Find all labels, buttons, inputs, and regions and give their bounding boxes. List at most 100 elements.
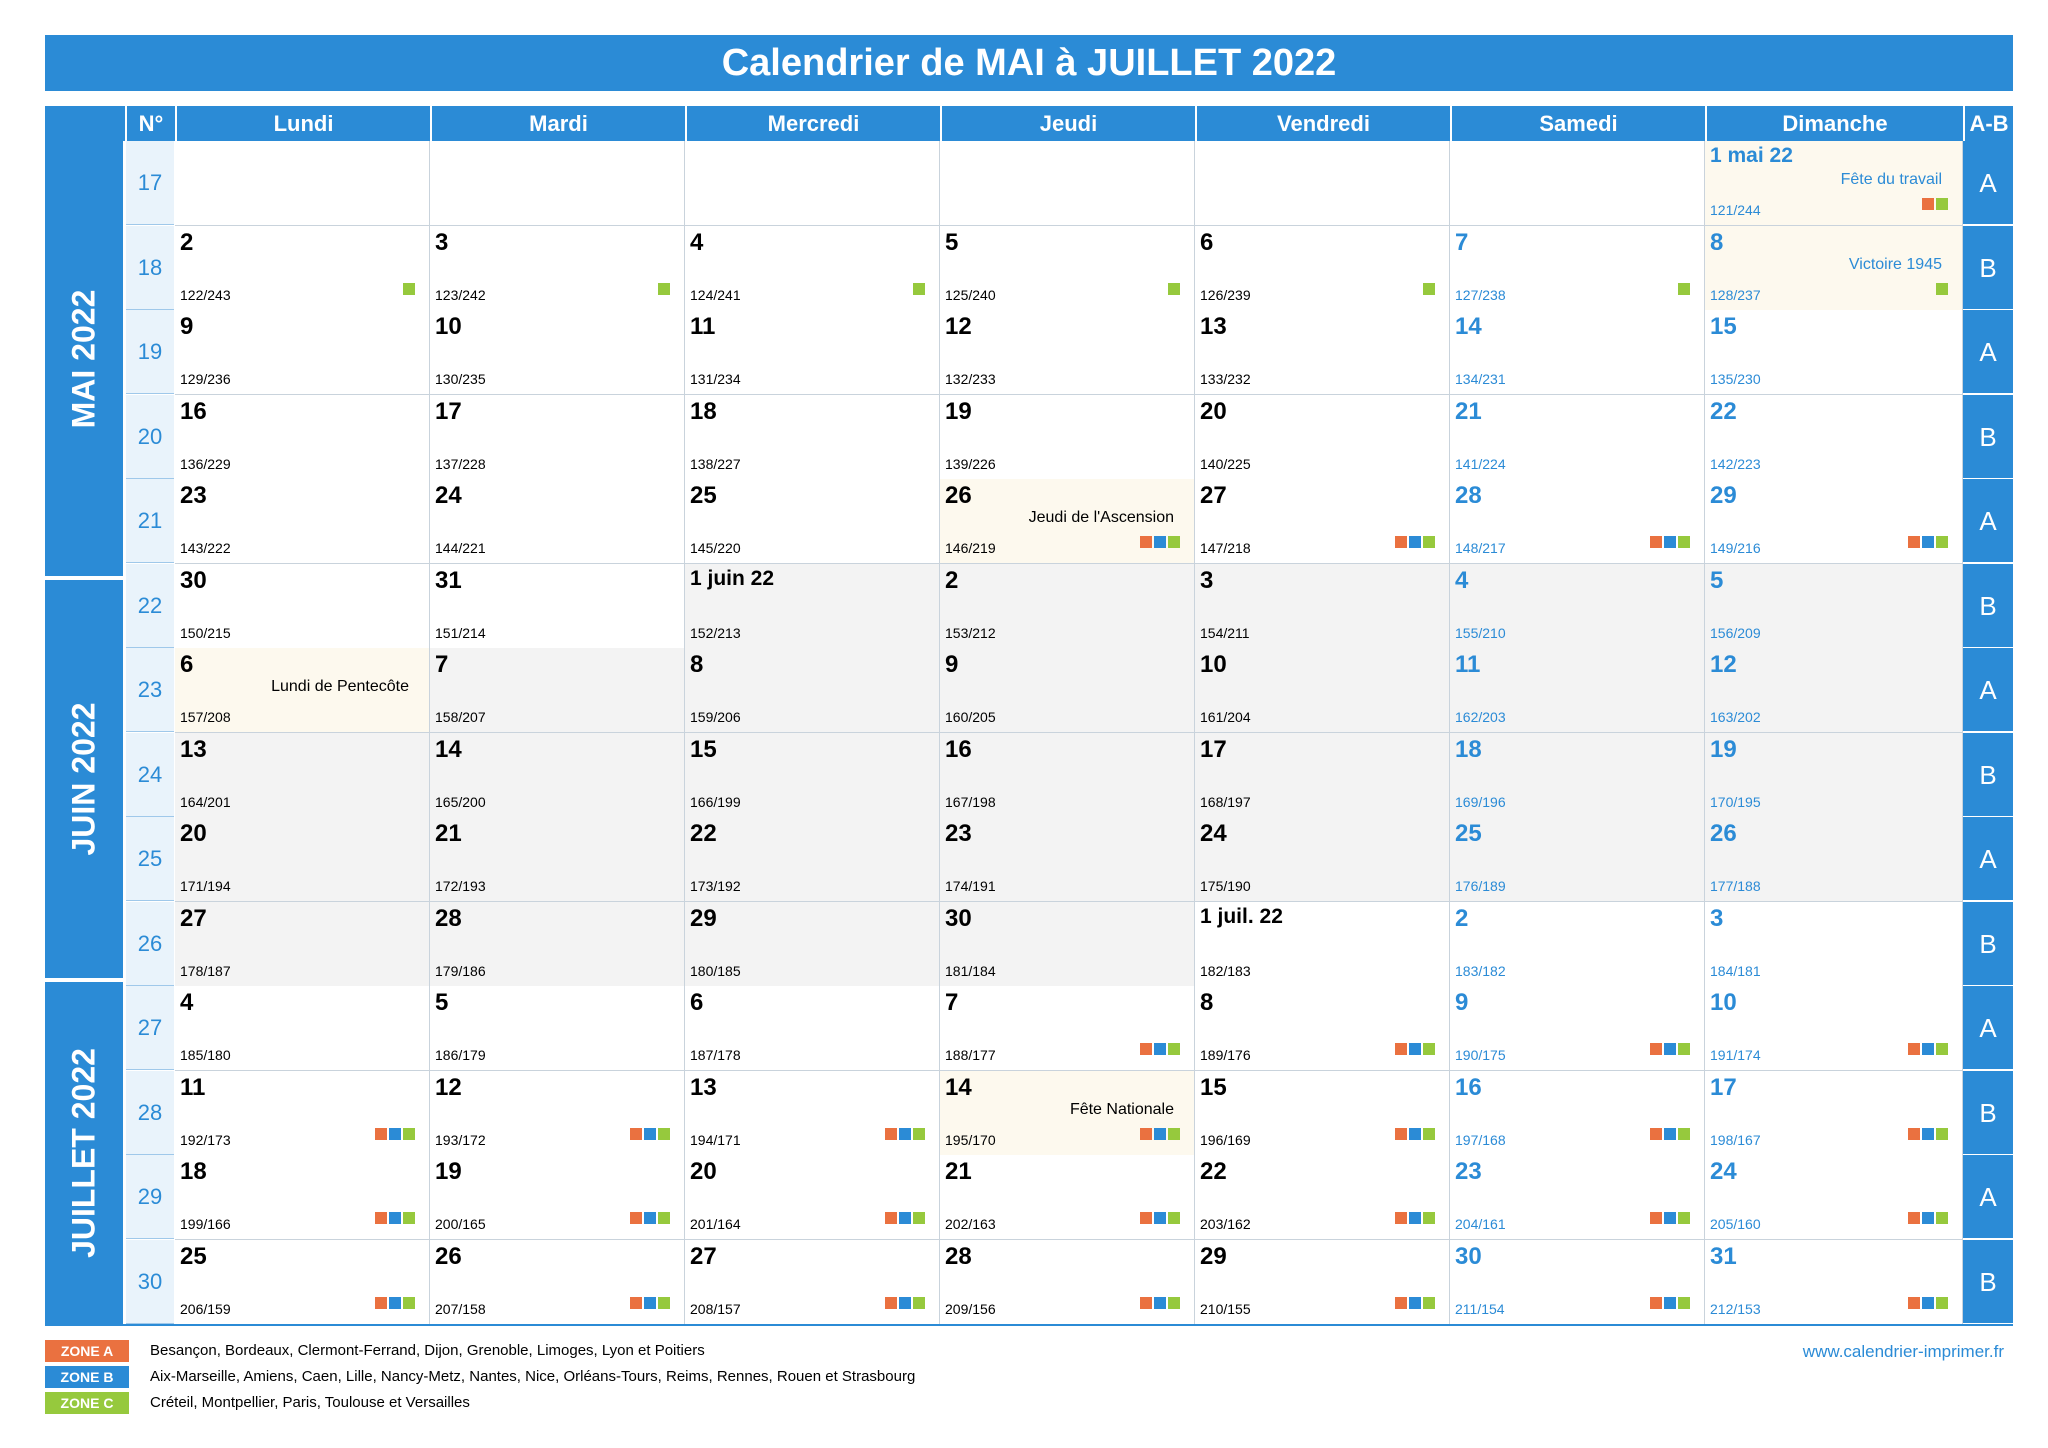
day-cell[interactable]: 13 164/201 xyxy=(175,733,430,818)
month-label-may: MAI 2022 xyxy=(65,289,102,428)
day-cell[interactable]: 26 177/188 xyxy=(1705,817,1963,902)
day-cell[interactable]: 20 171/194 xyxy=(175,817,430,902)
day-cell[interactable]: 7 127/238 xyxy=(1450,226,1705,311)
day-cell[interactable]: 24 205/160 xyxy=(1705,1155,1963,1240)
day-cell[interactable]: 28 179/186 xyxy=(430,902,685,987)
website-link[interactable]: www.calendrier-imprimer.fr xyxy=(1802,1342,2004,1361)
day-cell[interactable]: 11 192/173 xyxy=(175,1071,430,1156)
day-cell[interactable]: 15 196/169 xyxy=(1195,1071,1450,1156)
day-cell[interactable]: 26 Jeudi de l'Ascension 146/219 xyxy=(940,479,1195,564)
day-cell[interactable]: 17 137/228 xyxy=(430,395,685,480)
day-cell[interactable]: 6 187/178 xyxy=(685,986,940,1071)
day-cell[interactable]: 16 136/229 xyxy=(175,395,430,480)
day-cell[interactable]: 1 juil. 22 182/183 xyxy=(1195,902,1450,987)
day-cell[interactable]: 17 168/197 xyxy=(1195,733,1450,818)
empty-day-cell[interactable] xyxy=(685,141,940,226)
day-cell[interactable]: 31 151/214 xyxy=(430,564,685,649)
day-cell[interactable]: 22 203/162 xyxy=(1195,1155,1450,1240)
empty-day-cell[interactable] xyxy=(940,141,1195,226)
day-cell[interactable]: 14 Fête Nationale 195/170 xyxy=(940,1071,1195,1156)
day-cell[interactable]: 19 139/226 xyxy=(940,395,1195,480)
day-cell[interactable]: 22 173/192 xyxy=(685,817,940,902)
day-cell[interactable]: 24 175/190 xyxy=(1195,817,1450,902)
day-cell[interactable]: 18 169/196 xyxy=(1450,733,1705,818)
day-cell[interactable]: 16 197/168 xyxy=(1450,1071,1705,1156)
day-cell[interactable]: 5 186/179 xyxy=(430,986,685,1071)
day-cell[interactable]: 27 208/157 xyxy=(685,1240,940,1325)
day-cell[interactable]: 14 134/231 xyxy=(1450,310,1705,395)
day-cell[interactable]: 28 209/156 xyxy=(940,1240,1195,1325)
day-cell[interactable]: 12 163/202 xyxy=(1705,648,1963,733)
day-cell[interactable]: 22 142/223 xyxy=(1705,395,1963,480)
day-cell[interactable]: 9 129/236 xyxy=(175,310,430,395)
day-cell[interactable]: 6 Lundi de Pentecôte 157/208 xyxy=(175,648,430,733)
day-cell[interactable]: 8 Victoire 1945 128/237 xyxy=(1705,226,1963,311)
empty-day-cell[interactable] xyxy=(175,141,430,226)
day-cell[interactable]: 3 154/211 xyxy=(1195,564,1450,649)
day-cell[interactable]: 21 141/224 xyxy=(1450,395,1705,480)
day-cell[interactable]: 27 178/187 xyxy=(175,902,430,987)
day-cell[interactable]: 21 202/163 xyxy=(940,1155,1195,1240)
day-cell[interactable]: 29 180/185 xyxy=(685,902,940,987)
day-cell[interactable]: 17 198/167 xyxy=(1705,1071,1963,1156)
day-cell[interactable]: 18 138/227 xyxy=(685,395,940,480)
day-cell[interactable]: 29 210/155 xyxy=(1195,1240,1450,1325)
day-cell[interactable]: 18 199/166 xyxy=(175,1155,430,1240)
day-cell[interactable]: 2 153/212 xyxy=(940,564,1195,649)
day-cell[interactable]: 23 143/222 xyxy=(175,479,430,564)
day-cell[interactable]: 30 150/215 xyxy=(175,564,430,649)
day-cell[interactable]: 8 159/206 xyxy=(685,648,940,733)
day-cell[interactable]: 23 174/191 xyxy=(940,817,1195,902)
day-cell[interactable]: 6 126/239 xyxy=(1195,226,1450,311)
day-cell[interactable]: 29 149/216 xyxy=(1705,479,1963,564)
day-cell[interactable]: 24 144/221 xyxy=(430,479,685,564)
day-cell[interactable]: 25 145/220 xyxy=(685,479,940,564)
day-cell[interactable]: 7 188/177 xyxy=(940,986,1195,1071)
day-cell[interactable]: 9 190/175 xyxy=(1450,986,1705,1071)
day-cell[interactable]: 3 123/242 xyxy=(430,226,685,311)
day-cell[interactable]: 31 212/153 xyxy=(1705,1240,1963,1325)
day-cell[interactable]: 20 201/164 xyxy=(685,1155,940,1240)
day-cell[interactable]: 25 176/189 xyxy=(1450,817,1705,902)
day-cell[interactable]: 4 185/180 xyxy=(175,986,430,1071)
day-cell[interactable]: 7 158/207 xyxy=(430,648,685,733)
day-cell[interactable]: 26 207/158 xyxy=(430,1240,685,1325)
day-cell[interactable]: 4 155/210 xyxy=(1450,564,1705,649)
day-cell[interactable]: 25 206/159 xyxy=(175,1240,430,1325)
day-cell[interactable]: 10 130/235 xyxy=(430,310,685,395)
day-cell[interactable]: 10 191/174 xyxy=(1705,986,1963,1071)
day-cell[interactable]: 16 167/198 xyxy=(940,733,1195,818)
day-cell[interactable]: 23 204/161 xyxy=(1450,1155,1705,1240)
day-cell[interactable]: 3 184/181 xyxy=(1705,902,1963,987)
day-cell[interactable]: 19 170/195 xyxy=(1705,733,1963,818)
empty-day-cell[interactable] xyxy=(430,141,685,226)
day-cell[interactable]: 13 133/232 xyxy=(1195,310,1450,395)
day-cell[interactable]: 1 juin 22 152/213 xyxy=(685,564,940,649)
day-cell[interactable]: 9 160/205 xyxy=(940,648,1195,733)
empty-day-cell[interactable] xyxy=(1450,141,1705,226)
day-cell[interactable]: 13 194/171 xyxy=(685,1071,940,1156)
empty-day-cell[interactable] xyxy=(1195,141,1450,226)
day-cell[interactable]: 10 161/204 xyxy=(1195,648,1450,733)
day-cell[interactable]: 28 148/217 xyxy=(1450,479,1705,564)
day-cell[interactable]: 1 mai 22 Fête du travail 121/244 xyxy=(1705,141,1963,226)
day-cell[interactable]: 5 156/209 xyxy=(1705,564,1963,649)
day-cell[interactable]: 4 124/241 xyxy=(685,226,940,311)
day-cell[interactable]: 15 166/199 xyxy=(685,733,940,818)
day-cell[interactable]: 2 183/182 xyxy=(1450,902,1705,987)
day-cell[interactable]: 20 140/225 xyxy=(1195,395,1450,480)
day-cell[interactable]: 27 147/218 xyxy=(1195,479,1450,564)
day-cell[interactable]: 12 193/172 xyxy=(430,1071,685,1156)
day-cell[interactable]: 11 162/203 xyxy=(1450,648,1705,733)
day-cell[interactable]: 30 211/154 xyxy=(1450,1240,1705,1325)
day-cell[interactable]: 2 122/243 xyxy=(175,226,430,311)
day-cell[interactable]: 30 181/184 xyxy=(940,902,1195,987)
day-cell[interactable]: 5 125/240 xyxy=(940,226,1195,311)
day-cell[interactable]: 8 189/176 xyxy=(1195,986,1450,1071)
day-cell[interactable]: 12 132/233 xyxy=(940,310,1195,395)
day-cell[interactable]: 15 135/230 xyxy=(1705,310,1963,395)
day-cell[interactable]: 19 200/165 xyxy=(430,1155,685,1240)
day-cell[interactable]: 14 165/200 xyxy=(430,733,685,818)
day-cell[interactable]: 11 131/234 xyxy=(685,310,940,395)
day-cell[interactable]: 21 172/193 xyxy=(430,817,685,902)
